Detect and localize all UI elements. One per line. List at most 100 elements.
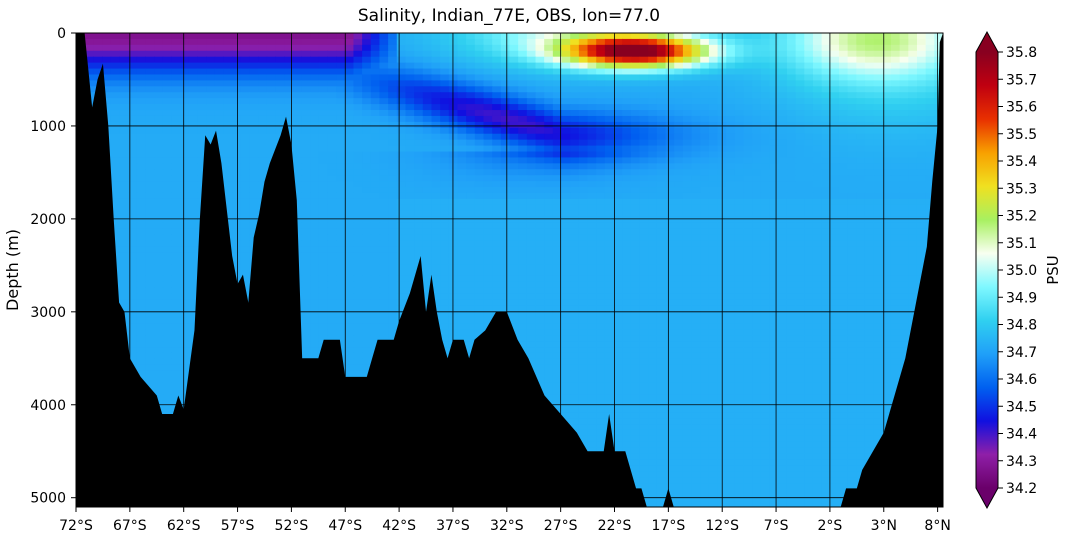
salinity-cell: [119, 169, 128, 176]
salinity-cell: [692, 110, 701, 117]
salinity-cell: [111, 163, 120, 170]
salinity-cell: [891, 270, 900, 277]
salinity-cell: [371, 205, 380, 212]
salinity-cell: [614, 163, 623, 170]
salinity-cell: [900, 69, 909, 76]
salinity-cell: [804, 128, 813, 135]
salinity-cell: [536, 288, 545, 295]
salinity-cell: [640, 205, 649, 212]
salinity-cell: [796, 45, 805, 52]
salinity-cell: [518, 270, 527, 277]
salinity-cell: [457, 39, 466, 46]
salinity-cell: [111, 98, 120, 105]
salinity-cell: [128, 128, 137, 135]
salinity-cell: [744, 211, 753, 218]
salinity-cell: [804, 311, 813, 318]
salinity-cell: [709, 252, 718, 259]
salinity-cell: [137, 110, 146, 117]
salinity-cell: [171, 311, 180, 318]
salinity-cell: [674, 300, 683, 307]
salinity-cell: [874, 110, 883, 117]
salinity-cell: [544, 300, 553, 307]
salinity-cell: [232, 234, 241, 241]
salinity-cell: [570, 157, 579, 164]
salinity-cell: [640, 80, 649, 87]
salinity-cell: [119, 110, 128, 117]
salinity-cell: [822, 217, 831, 224]
salinity-cell: [674, 146, 683, 153]
salinity-cell: [449, 39, 458, 46]
salinity-cell: [457, 317, 466, 324]
salinity-cell: [128, 199, 137, 206]
salinity-cell: [206, 98, 215, 105]
salinity-cell: [856, 157, 865, 164]
salinity-cell: [848, 175, 857, 182]
salinity-cell: [189, 264, 198, 271]
salinity-cell: [770, 45, 779, 52]
salinity-cell: [770, 187, 779, 194]
salinity-cell: [388, 234, 397, 241]
salinity-cell: [353, 270, 362, 277]
salinity-cell: [804, 229, 813, 236]
salinity-cell: [830, 306, 839, 313]
salinity-cell: [761, 86, 770, 93]
salinity-cell: [588, 74, 597, 81]
salinity-cell: [163, 86, 172, 93]
salinity-cell: [457, 258, 466, 265]
salinity-cell: [804, 98, 813, 105]
salinity-cell: [93, 45, 102, 52]
salinity-cell: [622, 51, 631, 58]
salinity-cell: [770, 146, 779, 153]
salinity-cell: [761, 252, 770, 259]
salinity-cell: [692, 317, 701, 324]
salinity-cell: [891, 86, 900, 93]
salinity-cell: [189, 169, 198, 176]
salinity-cell: [874, 146, 883, 153]
salinity-cell: [900, 110, 909, 117]
salinity-cell: [657, 98, 666, 105]
salinity-cell: [128, 146, 137, 153]
salinity-cell: [804, 223, 813, 230]
salinity-cell: [813, 152, 822, 159]
salinity-cell: [527, 175, 536, 182]
salinity-cell: [648, 33, 657, 40]
salinity-cell: [692, 311, 701, 318]
salinity-cell: [510, 229, 519, 236]
salinity-cell: [674, 306, 683, 313]
salinity-cell: [692, 146, 701, 153]
salinity-cell: [544, 134, 553, 141]
salinity-cell: [614, 264, 623, 271]
salinity-cell: [640, 45, 649, 52]
salinity-cell: [249, 181, 258, 188]
salinity-cell: [327, 193, 336, 200]
salinity-cell: [466, 86, 475, 93]
salinity-cell: [648, 98, 657, 105]
salinity-cell: [631, 270, 640, 277]
salinity-cell: [900, 282, 909, 289]
salinity-cell: [284, 98, 293, 105]
salinity-cell: [111, 33, 120, 40]
salinity-cell: [683, 252, 692, 259]
salinity-cell: [839, 181, 848, 188]
salinity-cell: [457, 193, 466, 200]
salinity-cell: [518, 193, 527, 200]
salinity-cell: [327, 152, 336, 159]
salinity-cell: [440, 74, 449, 81]
salinity-cell: [163, 199, 172, 206]
salinity-cell: [232, 252, 241, 259]
salinity-cell: [822, 51, 831, 58]
salinity-cell: [614, 246, 623, 253]
salinity-cell: [657, 169, 666, 176]
salinity-cell: [431, 199, 440, 206]
salinity-cell: [761, 169, 770, 176]
salinity-cell: [353, 252, 362, 259]
salinity-cell: [926, 45, 935, 52]
salinity-cell: [891, 39, 900, 46]
salinity-cell: [536, 306, 545, 313]
salinity-cell: [527, 240, 536, 247]
salinity-cell: [657, 300, 666, 307]
salinity-cell: [241, 181, 250, 188]
salinity-cell: [527, 169, 536, 176]
salinity-cell: [657, 306, 666, 313]
salinity-cell: [353, 199, 362, 206]
